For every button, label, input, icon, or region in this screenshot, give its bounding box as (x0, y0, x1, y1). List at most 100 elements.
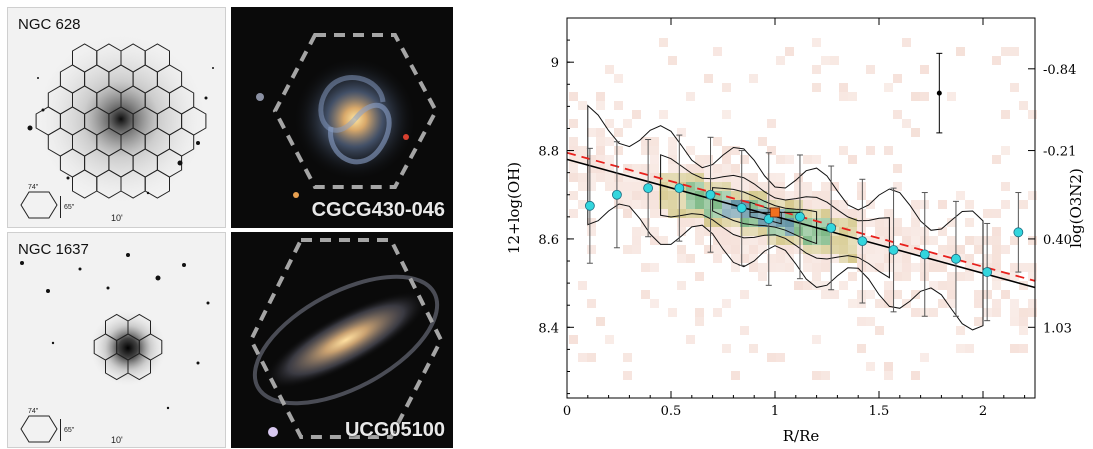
density-cell (578, 182, 587, 191)
density-cell (704, 182, 713, 191)
density-cell (938, 245, 947, 254)
density-cell (668, 137, 677, 146)
density-cell (911, 218, 920, 227)
density-cell (866, 236, 875, 245)
density-cell (965, 254, 974, 263)
density-cell (749, 263, 758, 272)
density-cell (866, 317, 875, 326)
density-cell (893, 74, 902, 83)
density-cell (920, 353, 929, 362)
ucg-label: UCG05100 (344, 419, 445, 441)
density-cell (569, 92, 578, 101)
highlight-point (750, 207, 800, 218)
ngc1637-scale-h: 74" (28, 408, 39, 415)
density-cell (893, 290, 902, 299)
density-cell (857, 182, 866, 191)
density-cell (803, 245, 812, 254)
density-cell (605, 137, 614, 146)
density-cell (884, 245, 893, 254)
density-cell (812, 191, 821, 200)
density-cell (659, 200, 668, 209)
density-cell (623, 191, 632, 200)
density-cell (884, 146, 893, 155)
density-cell (776, 227, 785, 236)
density-cell (956, 245, 965, 254)
density-cell (596, 317, 605, 326)
density-cell (1001, 245, 1010, 254)
y-tick-label: 8.6 (538, 233, 559, 248)
density-cell (659, 209, 668, 218)
density-cell (650, 182, 659, 191)
plot-frame (566, 17, 1036, 399)
density-cell (929, 236, 938, 245)
density-cell (650, 146, 659, 155)
density-cell (650, 200, 659, 209)
density-cell (686, 164, 695, 173)
density-cell (740, 173, 749, 182)
density-cell (821, 182, 830, 191)
right-tick-label: 0.40 (1043, 233, 1072, 248)
density-cell (821, 290, 830, 299)
density-cell (713, 137, 722, 146)
density-cell (803, 254, 812, 263)
cgcg-label: CGCG430-046 (311, 199, 445, 221)
density-cell (623, 353, 632, 362)
density-cell (686, 254, 695, 263)
density-cell (1010, 308, 1019, 317)
density-cell (875, 326, 884, 335)
density-cell (731, 209, 740, 218)
density-cell (893, 263, 902, 272)
density-cell (956, 326, 965, 335)
density-cell (695, 218, 704, 227)
density-cell (731, 173, 740, 182)
ngc628-label: NGC 628 (18, 16, 81, 33)
density-cell (866, 254, 875, 263)
density-cell (569, 119, 578, 128)
density-cell (794, 227, 803, 236)
density-cell (587, 353, 596, 362)
density-cell (668, 164, 677, 173)
contour-line (712, 187, 818, 245)
binned-point (857, 178, 868, 304)
density-cell (659, 191, 668, 200)
density-cell (857, 245, 866, 254)
density-cell (740, 218, 749, 227)
density-cell (947, 218, 956, 227)
density-cell (659, 236, 668, 245)
density-cell (695, 182, 704, 191)
x-tick-label: 2 (979, 404, 987, 419)
density-cell (821, 371, 830, 380)
density-cell (938, 281, 947, 290)
density-cell (1001, 290, 1010, 299)
density-cell (704, 218, 713, 227)
binned-point (951, 200, 961, 317)
binned-point (982, 222, 993, 322)
density-cell (848, 272, 857, 281)
density-cell (1019, 101, 1028, 110)
ngc628-scale-v: 65" (64, 204, 75, 211)
density-cell (704, 155, 713, 164)
right-tick-label: -0.21 (1043, 145, 1076, 160)
density-cell (965, 218, 974, 227)
density-cell (821, 263, 830, 272)
density-cell (713, 218, 722, 227)
density-cell (1028, 191, 1037, 200)
density-cell (767, 182, 776, 191)
density-cell (668, 200, 677, 209)
density-cell (830, 254, 839, 263)
density-cell (812, 245, 821, 254)
density-cell (947, 272, 956, 281)
density-cell (821, 200, 830, 209)
density-cell (695, 209, 704, 218)
right-axis-label: log(O3N2) (1067, 168, 1085, 248)
density-cell (839, 146, 848, 155)
binned-point (674, 134, 685, 242)
density-cell (722, 200, 731, 209)
density-cell (722, 182, 731, 191)
density-cell (605, 335, 614, 344)
binned-point (888, 187, 899, 313)
density-cell (758, 227, 767, 236)
density-cell (884, 371, 893, 380)
density-cell (965, 236, 974, 245)
density-cell (965, 272, 974, 281)
